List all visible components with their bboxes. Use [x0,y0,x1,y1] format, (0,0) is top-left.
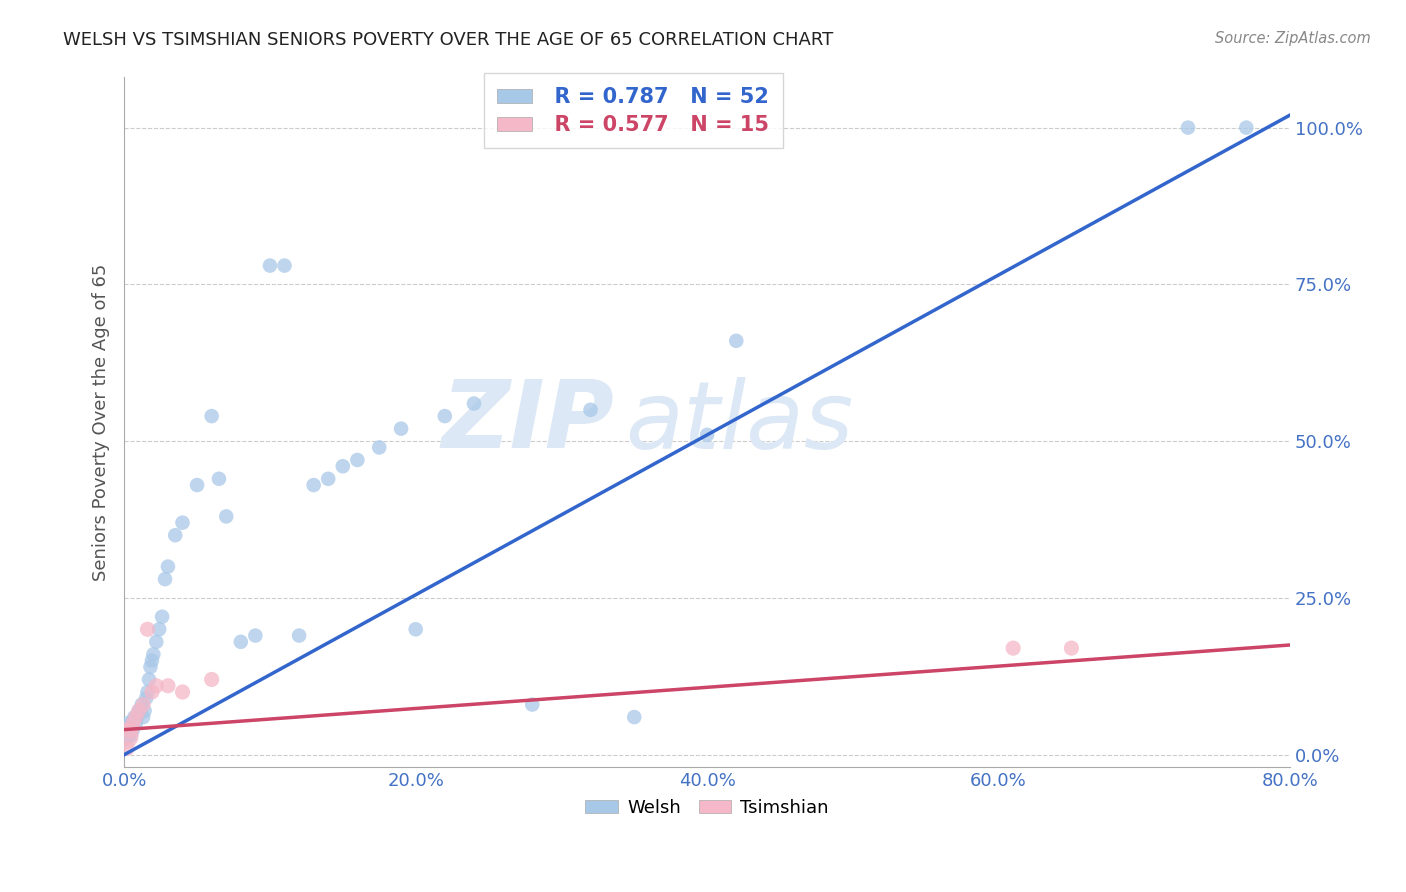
Point [129,704,152,718]
Point [186,478,208,492]
Point [389,422,412,436]
Point [153,572,176,586]
Point [122,716,145,731]
Point [201,409,224,423]
Point [145,679,167,693]
Point [127,710,149,724]
Point [368,441,391,455]
Point [150,609,173,624]
Point [148,622,170,636]
Text: ZIP: ZIP [441,376,614,468]
Point [141,654,163,668]
Point [132,710,155,724]
Legend: Welsh, Tsimshian: Welsh, Tsimshian [578,791,837,824]
Point [288,629,311,643]
Point [245,629,267,643]
Point [114,729,136,743]
Point [165,528,187,542]
Point [135,691,157,706]
Point [131,698,153,712]
Point [229,635,252,649]
Point [136,622,159,636]
Y-axis label: Seniors Poverty Over the Age of 65: Seniors Poverty Over the Age of 65 [93,264,110,581]
Point [128,704,150,718]
Point [302,478,325,492]
Point [136,685,159,699]
Point [1002,641,1025,656]
Text: WELSH VS TSIMSHIAN SENIORS POVERTY OVER THE AGE OF 65 CORRELATION CHART: WELSH VS TSIMSHIAN SENIORS POVERTY OVER … [63,31,834,49]
Point [156,679,179,693]
Point [115,741,138,756]
Point [114,729,136,743]
Point [696,428,718,442]
Point [346,453,368,467]
Point [132,698,155,712]
Point [121,716,143,731]
Point [579,402,602,417]
Point [463,396,485,410]
Point [134,704,156,718]
Point [215,509,238,524]
Point [145,635,167,649]
Point [259,259,281,273]
Point [141,685,163,699]
Point [139,660,162,674]
Point [124,710,146,724]
Text: atlas: atlas [626,376,853,467]
Point [172,516,194,530]
Point [115,723,138,737]
Point [122,723,145,737]
Text: Source: ZipAtlas.com: Source: ZipAtlas.com [1215,31,1371,46]
Point [332,459,354,474]
Point [1177,120,1199,135]
Point [118,723,141,737]
Point [405,622,427,636]
Point [138,673,160,687]
Point [725,334,748,348]
Point [118,729,141,743]
Point [201,673,224,687]
Point [522,698,544,712]
Point [1234,120,1257,135]
Point [316,472,339,486]
Point [125,716,148,731]
Point [117,716,139,731]
Point [273,259,295,273]
Point [623,710,645,724]
Point [125,710,148,724]
Point [156,559,179,574]
Point [208,472,231,486]
Point [172,685,194,699]
Point [433,409,456,423]
Point [128,704,150,718]
Point [1060,641,1083,656]
Point [142,648,165,662]
